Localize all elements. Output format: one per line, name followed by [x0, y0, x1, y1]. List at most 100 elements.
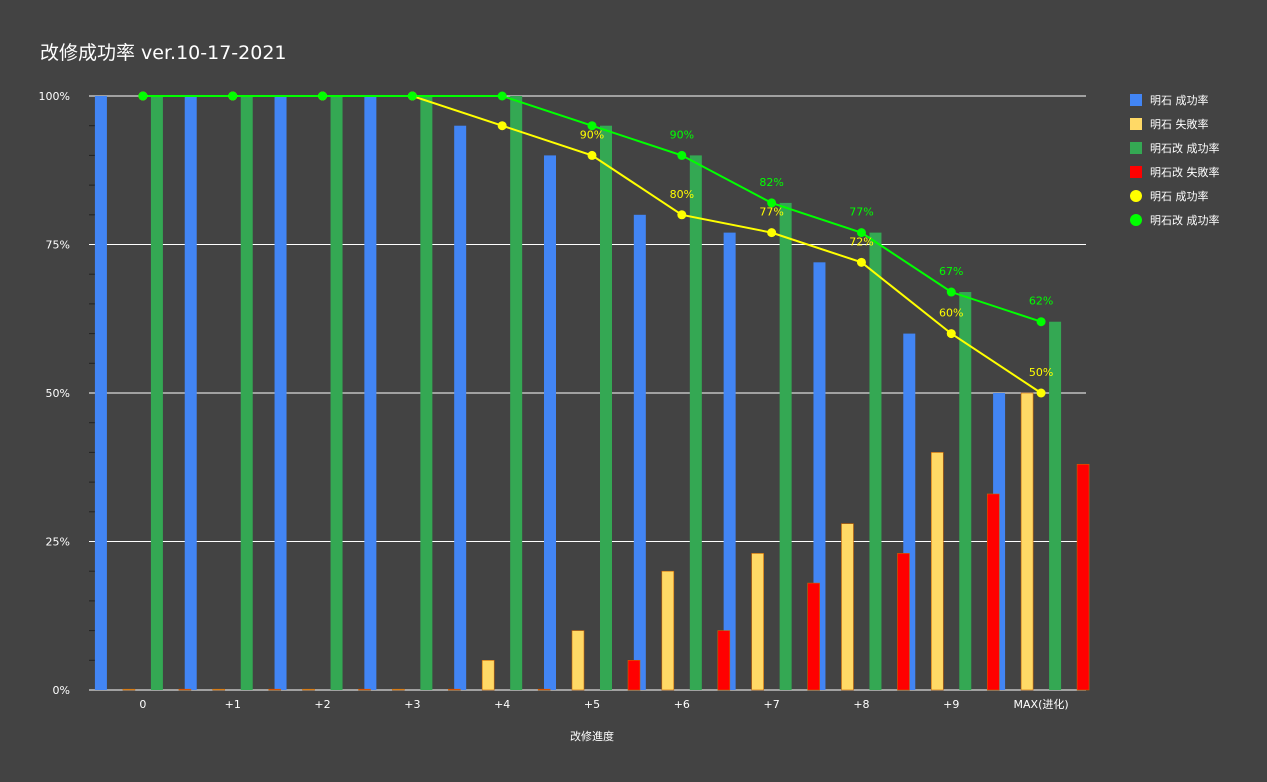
bar	[150, 96, 163, 690]
x-tick-label: +9	[943, 698, 959, 711]
line-point	[677, 150, 687, 160]
legend-item: 明石改 成功率	[1130, 208, 1220, 232]
legend-item: 明石改 成功率	[1130, 136, 1220, 160]
y-tick-label: 25%	[46, 536, 70, 549]
line-point	[856, 228, 866, 238]
data-label: 62%	[1029, 295, 1053, 308]
chart-title: 改修成功率 ver.10-17-2021	[40, 42, 287, 64]
legend-swatch	[1130, 214, 1142, 226]
bar	[779, 202, 792, 691]
legend-swatch	[1130, 94, 1142, 106]
bar	[448, 688, 461, 691]
line-point	[677, 210, 687, 220]
y-tick-label: 50%	[46, 387, 70, 400]
bar	[633, 214, 646, 691]
bar	[807, 582, 820, 691]
legend-item: 明石 成功率	[1130, 88, 1220, 112]
legend-label: 明石 成功率	[1150, 190, 1209, 203]
bar	[600, 125, 612, 690]
bar	[930, 452, 944, 691]
line-point	[497, 91, 507, 101]
line-point	[228, 91, 238, 101]
bar	[274, 96, 287, 690]
bar	[661, 570, 675, 691]
x-tick-label: +8	[853, 698, 869, 711]
bar	[537, 688, 551, 691]
bar	[302, 688, 315, 691]
legend-item: 明石 失敗率	[1130, 112, 1220, 136]
data-label: 72%	[849, 235, 873, 248]
legend-swatch	[1130, 166, 1142, 178]
data-label: 77%	[849, 206, 873, 219]
line-point	[856, 257, 866, 267]
legend-label: 明石改 失敗率	[1150, 166, 1220, 179]
bar	[571, 630, 585, 691]
bar	[122, 688, 136, 691]
bar	[986, 493, 1000, 691]
bar	[392, 688, 405, 691]
data-label: 77%	[759, 206, 783, 219]
y-tick-label: 75%	[46, 239, 70, 252]
line-point	[1036, 317, 1046, 327]
bar	[959, 292, 972, 690]
x-tick-label: MAX(进化)	[1014, 697, 1069, 711]
data-label: 60%	[939, 307, 963, 320]
bar	[869, 232, 882, 690]
bar	[240, 96, 253, 690]
data-label: 50%	[1029, 366, 1053, 379]
chart-legend: 明石 成功率 明石 失敗率 明石改 成功率 明石改 失敗率 明石 成功率 明石改 成功率	[1130, 88, 1220, 232]
line-point	[767, 198, 777, 208]
bar	[481, 659, 495, 691]
legend-swatch	[1130, 118, 1142, 130]
line-point	[946, 287, 956, 297]
bar	[841, 523, 854, 691]
line-point	[767, 228, 777, 238]
bar	[454, 125, 467, 690]
bar	[544, 155, 556, 690]
bar	[627, 659, 641, 691]
bar	[689, 155, 702, 690]
line-point	[946, 329, 956, 339]
line-point	[138, 91, 148, 101]
bar	[1020, 392, 1034, 691]
y-tick-label: 100%	[39, 90, 70, 103]
bar	[94, 96, 107, 690]
line-point	[587, 150, 597, 160]
bar	[897, 553, 910, 691]
bar	[178, 688, 192, 691]
legend-item: 明石 成功率	[1130, 184, 1220, 208]
bar	[1076, 463, 1090, 691]
legend-label: 明石 失敗率	[1150, 118, 1209, 131]
bar	[212, 688, 226, 691]
x-tick-label: +7	[764, 698, 780, 711]
bar	[364, 96, 377, 690]
bar	[1049, 321, 1062, 690]
legend-swatch	[1130, 190, 1142, 202]
bar	[751, 553, 764, 691]
line-point	[587, 121, 597, 131]
x-tick-label: +2	[314, 698, 330, 711]
bar	[717, 630, 731, 691]
data-label: 80%	[670, 188, 694, 201]
line-point	[1036, 388, 1046, 398]
x-tick-label: +5	[584, 698, 600, 711]
line-point	[407, 91, 417, 101]
data-label: 90%	[670, 128, 694, 141]
line-point	[318, 91, 328, 101]
x-tick-label: +6	[674, 698, 690, 711]
bar	[420, 96, 433, 690]
bar	[510, 96, 523, 690]
bar	[358, 688, 371, 691]
y-tick-label: 0%	[53, 684, 70, 697]
x-tick-label: +1	[225, 698, 241, 711]
x-axis-title: 改修進度	[570, 729, 614, 743]
legend-label: 明石改 成功率	[1150, 214, 1220, 227]
x-tick-label: +4	[494, 698, 510, 711]
legend-swatch	[1130, 142, 1142, 154]
bar	[268, 688, 282, 691]
bar	[330, 96, 343, 690]
line-point	[497, 121, 507, 131]
data-label: 82%	[759, 176, 783, 189]
legend-label: 明石 成功率	[1150, 94, 1209, 107]
